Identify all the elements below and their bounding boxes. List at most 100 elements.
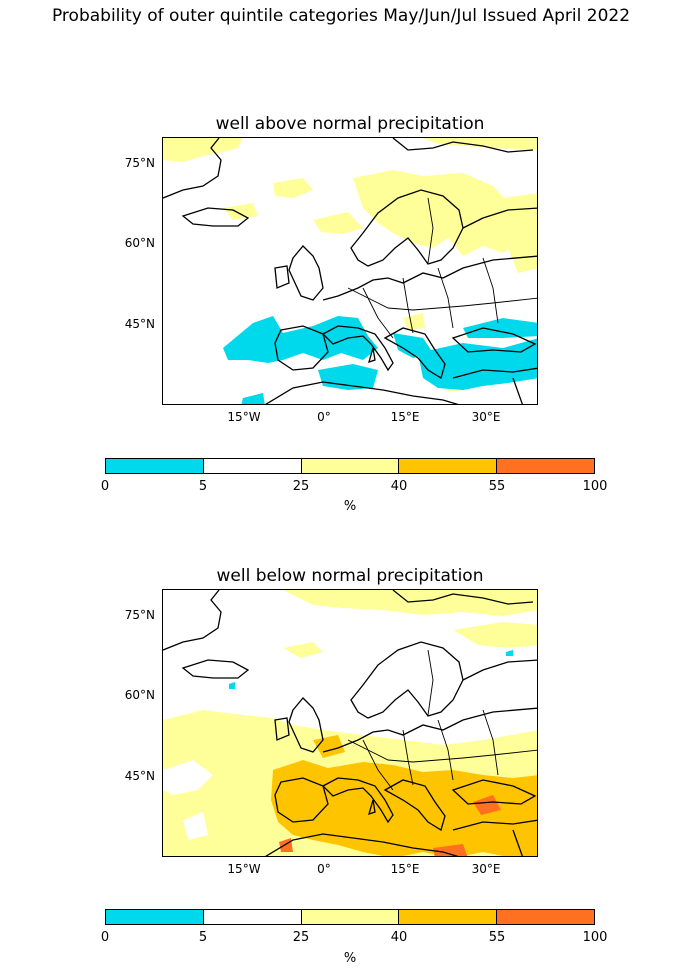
panel-1-lon-label: 0°	[317, 410, 331, 424]
coastline-iberia	[274, 325, 329, 371]
colorbar-1-seg-5-25	[203, 459, 302, 473]
coastline-arctic	[392, 138, 534, 153]
coastline-britain	[288, 697, 324, 753]
colorbar-1	[105, 458, 595, 474]
coastline-sardinia	[368, 799, 376, 816]
cyan-region-adriatic	[393, 333, 433, 358]
panel-2-lat-label: 75°N	[124, 608, 155, 622]
panel-1-lat-label: 60°N	[124, 236, 155, 250]
white-hole-atlantic	[163, 760, 213, 795]
figure-title: Probability of outer quintile categories…	[51, 6, 631, 26]
coastline-iceland	[181, 207, 250, 227]
colorbar-2-tick: 100	[582, 930, 608, 945]
colorbar-2	[105, 909, 595, 925]
panel-1-lat-label: 75°N	[124, 156, 155, 170]
coastline-ireland	[274, 265, 290, 289]
coastline-greenland	[163, 138, 222, 199]
white-hole-baltic	[363, 682, 423, 730]
colorbar-2-seg-40-55	[399, 910, 498, 924]
borders-central	[347, 287, 537, 311]
cyan-region-iberia	[223, 316, 378, 363]
coastline-black-sea	[451, 779, 537, 805]
borders-far-east	[482, 257, 499, 324]
red-region-libya	[433, 844, 468, 856]
coastline-north-africa	[265, 381, 459, 404]
cyan-region-small-2	[506, 650, 513, 656]
borders-west	[362, 739, 394, 791]
coastline-iberia	[274, 777, 329, 823]
panel-2-title: well below normal precipitation	[216, 566, 484, 586]
borders-sweden-finland	[427, 649, 434, 716]
colorbar-2-seg-25-40	[301, 910, 400, 924]
borders-central	[347, 739, 537, 763]
cyan-region-africa	[241, 393, 265, 404]
coastline-north-europe	[322, 707, 537, 753]
coastline-turkey	[452, 367, 537, 379]
panel-1-map-svg	[163, 138, 537, 404]
panel-2-map-svg	[163, 590, 537, 856]
panel-2-lat-label: 45°N	[124, 769, 155, 783]
colorbar-1-tick: 5	[198, 479, 208, 494]
orange-region-france	[313, 735, 345, 758]
coastline-scandinavia	[350, 189, 464, 267]
coastline-ireland	[274, 717, 290, 741]
borders-middle	[402, 729, 414, 786]
colorbar-1-tick: 55	[488, 479, 506, 494]
yellow-region-balkan	[403, 313, 425, 330]
coastline-russia-north	[462, 659, 537, 681]
yellow-region-norwegian-sea	[283, 642, 323, 658]
colorbar-2-unit: %	[343, 951, 357, 966]
coastline-france-italy	[321, 777, 394, 824]
coastline-balkans	[383, 779, 446, 832]
coastline-levant	[512, 377, 523, 404]
panel-1-lon-label: 30°E	[471, 410, 501, 424]
yellow-region-russia	[503, 193, 537, 273]
white-hole-atlantic-south	[183, 812, 208, 840]
cyan-region-aegean-black-sea	[418, 338, 537, 390]
coastline-black-sea	[451, 327, 537, 353]
coastline-britain	[288, 245, 324, 301]
colorbar-2-seg-0-5	[106, 910, 204, 924]
coastline-north-africa	[265, 833, 459, 856]
yellow-region-arctic	[423, 138, 537, 150]
colorbar-1-seg-0-5	[106, 459, 204, 473]
coastline-turkey	[452, 819, 537, 831]
colorbar-1-unit: %	[343, 499, 357, 514]
coastline-balkans	[383, 327, 446, 380]
panel-1-title: well above normal precipitation	[215, 114, 485, 134]
panel-1-lat-label: 45°N	[124, 317, 155, 331]
borders-sweden-finland	[427, 197, 434, 264]
colorbar-2-tick: 40	[390, 930, 408, 945]
yellow-region-norway-sea	[313, 212, 363, 234]
colorbar-1-tick: 100	[582, 479, 608, 494]
colorbar-1-seg-40-55	[399, 459, 498, 473]
coastline-greenland	[163, 590, 222, 651]
borders-east	[437, 719, 454, 781]
coastline-france-italy	[321, 325, 394, 372]
colorbar-1-seg-25-40	[301, 459, 400, 473]
colorbar-1-seg-55-100	[497, 459, 594, 473]
panel-1-lon-label: 15°E	[390, 410, 420, 424]
colorbar-1-tick: 40	[390, 479, 408, 494]
yellow-region-atlantic	[273, 178, 313, 198]
yellow-region-greenland	[163, 138, 243, 162]
colorbar-1-tick: 0	[100, 479, 110, 494]
colorbar-2-seg-55-100	[497, 910, 594, 924]
colorbar-2-seg-5-25	[203, 910, 302, 924]
panel-1-map	[162, 137, 538, 405]
coastline-russia-north	[462, 207, 537, 229]
cyan-region-north-africa	[318, 364, 378, 390]
coastline-iceland	[181, 659, 250, 679]
coastline-sardinia	[368, 347, 376, 364]
panel-1-lon-label: 15°W	[227, 410, 261, 424]
coastline-levant	[512, 829, 523, 856]
panel-2-lon-label: 0°	[317, 862, 331, 876]
cyan-region-small	[229, 682, 235, 689]
red-region-aegean	[473, 795, 501, 815]
borders-east	[437, 267, 454, 329]
yellow-region-arctic	[283, 590, 537, 616]
yellow-region-barents	[453, 622, 537, 648]
panel-2-map	[162, 589, 538, 857]
colorbar-1-tick: 25	[292, 479, 310, 494]
cyan-region-black-sea-north	[463, 318, 537, 338]
